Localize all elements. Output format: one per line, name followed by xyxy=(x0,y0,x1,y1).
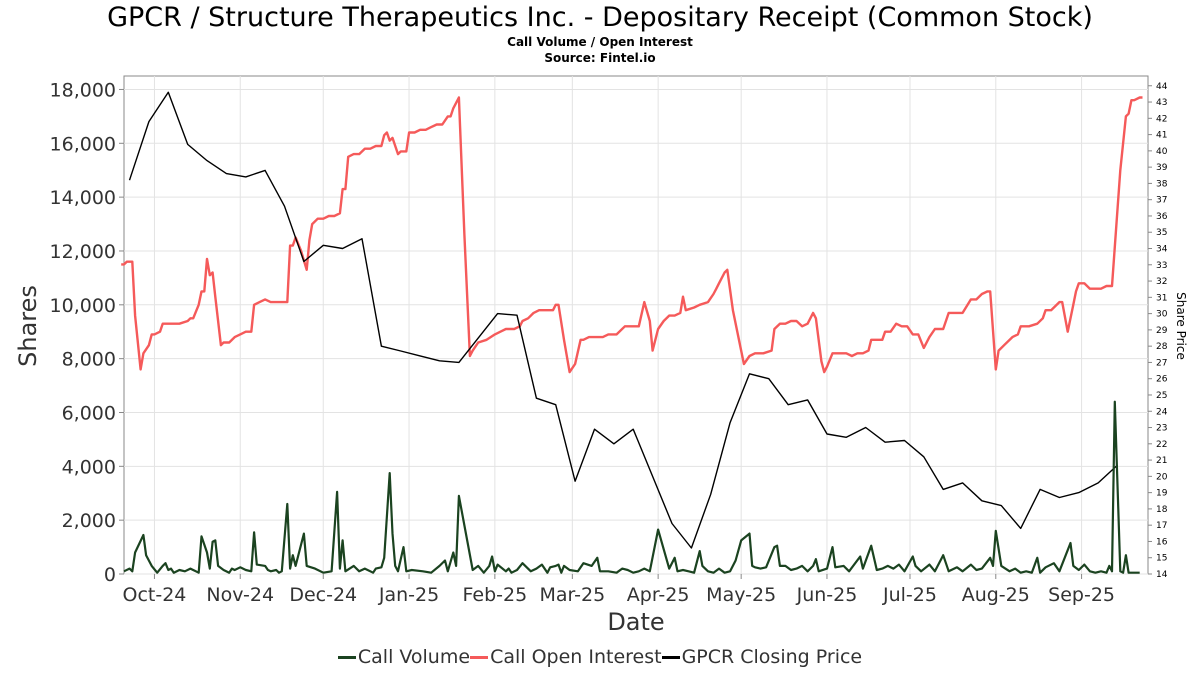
right-tick-label: 23 xyxy=(1156,424,1167,434)
chart-source: Source: Fintel.io xyxy=(544,51,656,65)
right-tick-label: 41 xyxy=(1156,131,1167,141)
right-tick-label: 30 xyxy=(1156,310,1168,320)
legend-item-call-volume: Call Volume xyxy=(337,646,471,668)
right-tick-label: 25 xyxy=(1156,391,1167,401)
right-tick-label: 39 xyxy=(1156,163,1168,173)
y-axis-label: Shares xyxy=(14,285,42,367)
chart-subtitle: Call Volume / Open Interest xyxy=(507,35,693,49)
right-tick-label: 27 xyxy=(1156,358,1167,368)
call-volume-line xyxy=(123,400,1140,574)
series-layer xyxy=(121,91,1143,574)
closing-price-line xyxy=(128,91,1119,549)
right-tick-label: 36 xyxy=(1156,212,1168,222)
right-tick-label: 40 xyxy=(1156,147,1168,157)
right-tick-label: 29 xyxy=(1156,326,1168,336)
plot-area xyxy=(123,75,1149,575)
legend-swatch-closing-price xyxy=(661,655,680,659)
x-tick-label: Jan-25 xyxy=(378,584,439,606)
legend-swatch-call-volume xyxy=(337,655,356,659)
left-tick-label: 14,000 xyxy=(50,187,116,209)
x-tick-label: Sep-25 xyxy=(1048,584,1115,606)
right-axis-label: Share Price xyxy=(1174,292,1188,360)
right-tick-label: 20 xyxy=(1156,472,1168,482)
right-tick-label: 17 xyxy=(1156,521,1167,531)
x-tick-label: May-25 xyxy=(706,584,776,606)
right-tick-label: 22 xyxy=(1156,440,1167,450)
right-tick-label: 34 xyxy=(1156,245,1168,255)
right-tick-label: 14 xyxy=(1156,570,1168,580)
left-axis-ticks: 0 2,000 4,000 6,000 8,000 10,000 12,000 14,000 1… xyxy=(50,79,124,586)
right-tick-label: 35 xyxy=(1156,228,1167,238)
x-tick-label: Nov-24 xyxy=(206,584,274,606)
right-tick-label: 21 xyxy=(1156,456,1167,466)
right-tick-label: 33 xyxy=(1156,261,1167,271)
legend-swatch-open-interest xyxy=(470,655,489,659)
right-tick-label: 37 xyxy=(1156,196,1167,206)
left-tick-label: 6,000 xyxy=(62,402,116,424)
left-tick-label: 18,000 xyxy=(50,79,116,101)
right-tick-label: 26 xyxy=(1156,375,1168,385)
right-tick-label: 32 xyxy=(1156,277,1167,287)
right-tick-label: 24 xyxy=(1156,407,1168,417)
x-tick-label: Oct-24 xyxy=(122,584,186,606)
x-tick-label: Dec-24 xyxy=(289,584,357,606)
right-tick-label: 19 xyxy=(1156,489,1168,499)
right-tick-label: 38 xyxy=(1156,179,1168,189)
left-tick-label: 4,000 xyxy=(62,456,116,478)
left-tick-label: 10,000 xyxy=(50,295,116,317)
legend-label-closing-price: GPCR Closing Price xyxy=(681,646,863,668)
right-tick-label: 15 xyxy=(1156,554,1167,564)
legend-item-closing-price: GPCR Closing Price xyxy=(661,646,863,668)
chart-canvas: 0 2,000 4,000 6,000 8,000 10,000 12,000 14,000 1… xyxy=(14,75,1188,636)
x-tick-label: Apr-25 xyxy=(627,584,690,606)
legend-label-open-interest: Call Open Interest xyxy=(490,646,662,668)
x-tick-label: Jun-25 xyxy=(796,584,858,606)
x-tick-label: Jul-25 xyxy=(882,584,937,606)
left-tick-label: 16,000 xyxy=(50,133,116,155)
x-tick-label: Feb-25 xyxy=(463,584,528,606)
right-tick-label: 16 xyxy=(1156,537,1168,547)
call-open-interest-line xyxy=(121,96,1143,374)
right-tick-label: 18 xyxy=(1156,505,1168,515)
chart-title: GPCR / Structure Therapeutics Inc. - Dep… xyxy=(107,2,1093,33)
left-tick-label: 8,000 xyxy=(62,349,116,371)
right-tick-label: 28 xyxy=(1156,342,1168,352)
right-tick-label: 31 xyxy=(1156,293,1167,303)
legend-label-call-volume: Call Volume xyxy=(357,646,471,668)
right-tick-label: 44 xyxy=(1156,82,1168,92)
left-tick-label: 2,000 xyxy=(62,510,116,532)
left-tick-label: 0 xyxy=(104,564,116,586)
right-tick-label: 43 xyxy=(1156,98,1167,108)
left-tick-label: 12,000 xyxy=(50,241,116,263)
right-tick-label: 42 xyxy=(1156,114,1167,124)
x-tick-label: Mar-25 xyxy=(540,584,606,606)
right-axis-ticks: 14 15 16 17 18 19 20 21 22 23 24 25 26 27 28 29 30 31 32 33… xyxy=(1148,82,1168,580)
legend: Call Volume Call Open Interest GPCR Clos… xyxy=(0,646,1200,668)
x-tick-label: Aug-25 xyxy=(962,584,1030,606)
legend-item-open-interest: Call Open Interest xyxy=(470,646,662,668)
gridlines xyxy=(124,76,1148,575)
x-axis-ticks: Oct-24 Nov-24 Dec-24 Jan-25 Feb-25 Mar-25 Apr-… xyxy=(122,574,1115,606)
x-axis-label: Date xyxy=(607,608,664,636)
